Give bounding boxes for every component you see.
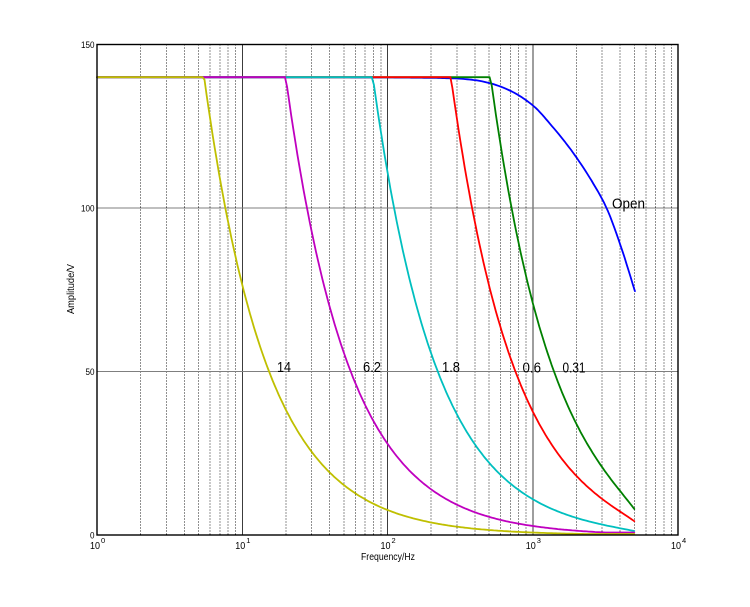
svg-text:1: 1 — [246, 536, 250, 545]
svg-text:Frequency/Hz: Frequency/Hz — [361, 551, 415, 563]
svg-text:10: 10 — [90, 541, 100, 552]
svg-text:10: 10 — [235, 541, 245, 552]
svg-text:0: 0 — [90, 530, 95, 541]
svg-text:0.6: 0.6 — [523, 361, 542, 377]
svg-text:6.2: 6.2 — [363, 360, 381, 376]
svg-text:10: 10 — [671, 541, 681, 552]
svg-text:4: 4 — [682, 536, 686, 545]
svg-text:1.8: 1.8 — [442, 360, 460, 376]
svg-text:10: 10 — [381, 541, 391, 552]
svg-text:Amplitude/V: Amplitude/V — [65, 264, 77, 314]
svg-text:50: 50 — [86, 367, 95, 378]
svg-text:3: 3 — [537, 536, 541, 545]
svg-text:0.31: 0.31 — [563, 361, 586, 377]
svg-text:Open: Open — [612, 197, 645, 213]
svg-text:0: 0 — [101, 536, 105, 545]
svg-text:150: 150 — [81, 40, 95, 51]
svg-text:10: 10 — [526, 541, 536, 552]
svg-text:14: 14 — [277, 360, 291, 376]
svg-text:2: 2 — [392, 536, 396, 545]
svg-text:100: 100 — [81, 203, 95, 214]
